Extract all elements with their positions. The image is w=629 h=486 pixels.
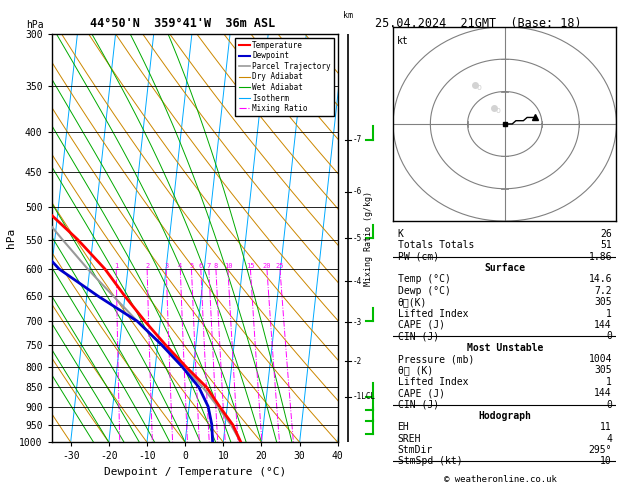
Text: o: o: [477, 83, 482, 92]
Text: 51: 51: [600, 241, 612, 250]
Text: -2: -2: [353, 357, 362, 366]
Text: -6: -6: [353, 188, 362, 196]
Text: 144: 144: [594, 388, 612, 398]
Text: -7: -7: [353, 136, 362, 144]
Text: 1: 1: [114, 263, 118, 269]
Legend: Temperature, Dewpoint, Parcel Trajectory, Dry Adiabat, Wet Adiabat, Isotherm, Mi: Temperature, Dewpoint, Parcel Trajectory…: [235, 38, 334, 116]
Text: θᴇ (K): θᴇ (K): [398, 365, 433, 376]
Text: Most Unstable: Most Unstable: [467, 343, 543, 353]
Text: CAPE (J): CAPE (J): [398, 320, 445, 330]
Text: K: K: [398, 229, 403, 239]
Text: CIN (J): CIN (J): [398, 399, 438, 410]
Text: 14.6: 14.6: [589, 275, 612, 284]
Text: CIN (J): CIN (J): [398, 331, 438, 341]
Text: 1: 1: [606, 377, 612, 387]
Text: 0: 0: [606, 399, 612, 410]
Text: © weatheronline.co.uk: © weatheronline.co.uk: [443, 474, 557, 484]
Text: Lifted Index: Lifted Index: [398, 377, 468, 387]
Text: Surface: Surface: [484, 263, 525, 273]
Text: 0: 0: [606, 331, 612, 341]
Text: 305: 305: [594, 365, 612, 376]
Text: SREH: SREH: [398, 434, 421, 444]
Text: Lifted Index: Lifted Index: [398, 309, 468, 319]
Text: 1.86: 1.86: [589, 252, 612, 261]
Text: 44°50'N  359°41'W  36m ASL: 44°50'N 359°41'W 36m ASL: [90, 17, 275, 30]
Text: 26: 26: [600, 229, 612, 239]
Text: km: km: [343, 12, 353, 20]
Text: 7.2: 7.2: [594, 286, 612, 296]
Text: 25.04.2024  21GMT  (Base: 18): 25.04.2024 21GMT (Base: 18): [375, 17, 581, 30]
Text: Dewp (°C): Dewp (°C): [398, 286, 450, 296]
Text: 2: 2: [145, 263, 149, 269]
Text: Pressure (mb): Pressure (mb): [398, 354, 474, 364]
Text: 3: 3: [164, 263, 169, 269]
Text: Totals Totals: Totals Totals: [398, 241, 474, 250]
Text: EH: EH: [398, 422, 409, 433]
Text: 305: 305: [594, 297, 612, 307]
Text: θᴇ(K): θᴇ(K): [398, 297, 427, 307]
Text: -5: -5: [353, 234, 362, 243]
Text: -4: -4: [353, 277, 362, 286]
Text: 4: 4: [606, 434, 612, 444]
Text: StmDir: StmDir: [398, 445, 433, 455]
Text: 25: 25: [276, 263, 284, 269]
Text: CAPE (J): CAPE (J): [398, 388, 445, 398]
Text: 7: 7: [207, 263, 211, 269]
Text: PW (cm): PW (cm): [398, 252, 438, 261]
X-axis label: Dewpoint / Temperature (°C): Dewpoint / Temperature (°C): [104, 467, 286, 477]
Text: Temp (°C): Temp (°C): [398, 275, 450, 284]
Text: 11: 11: [600, 422, 612, 433]
Text: 5: 5: [189, 263, 194, 269]
Text: Mixing Ratio (g/kg): Mixing Ratio (g/kg): [364, 191, 373, 286]
Text: 4: 4: [178, 263, 182, 269]
Y-axis label: hPa: hPa: [6, 228, 16, 248]
Text: 15: 15: [246, 263, 255, 269]
Text: kt: kt: [397, 36, 409, 47]
Text: 20: 20: [263, 263, 271, 269]
Text: 6: 6: [199, 263, 203, 269]
Text: 295°: 295°: [589, 445, 612, 455]
Text: 1: 1: [606, 309, 612, 319]
Text: o: o: [496, 105, 501, 115]
Text: 10: 10: [600, 456, 612, 467]
Text: StmSpd (kt): StmSpd (kt): [398, 456, 462, 467]
Text: -3: -3: [353, 318, 362, 327]
Text: Hodograph: Hodograph: [478, 411, 532, 421]
Text: 1004: 1004: [589, 354, 612, 364]
Text: -1LCL: -1LCL: [353, 393, 376, 401]
Text: hPa: hPa: [26, 20, 43, 30]
Text: 8: 8: [214, 263, 218, 269]
Text: 10: 10: [224, 263, 232, 269]
Text: 144: 144: [594, 320, 612, 330]
